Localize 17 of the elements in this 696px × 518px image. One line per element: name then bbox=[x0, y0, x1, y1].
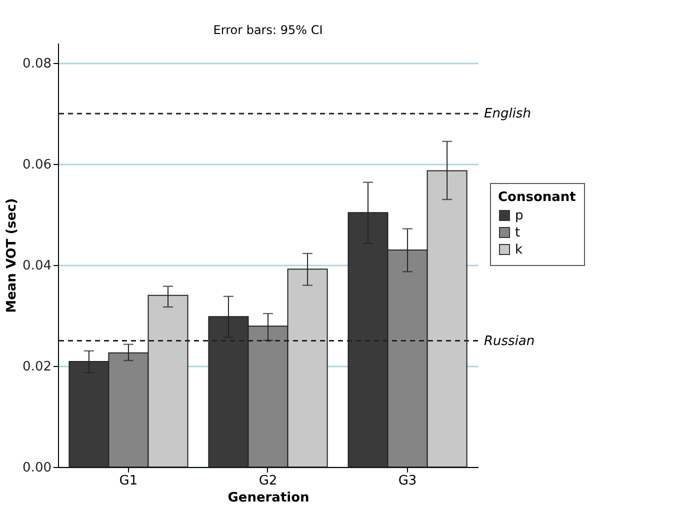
legend-label: t bbox=[515, 226, 520, 240]
x-tick-label: G2 bbox=[258, 474, 278, 488]
y-axis-title: Mean VOT (sec) bbox=[4, 198, 20, 313]
text: Error bars: 95% CI bbox=[213, 23, 323, 37]
y-tick-label: 0.04 bbox=[22, 258, 52, 274]
legend-label: p bbox=[515, 208, 524, 224]
legend-label: k bbox=[515, 242, 523, 258]
y-tick-label: 0.08 bbox=[22, 56, 52, 72]
ref-line-label: English bbox=[484, 106, 531, 122]
x-tick-label: G3 bbox=[398, 474, 417, 488]
x-axis-title: Generation bbox=[228, 490, 310, 506]
ref-line-label: Russian bbox=[484, 334, 535, 349]
x-tick-label: G1 bbox=[119, 474, 138, 488]
y-tick-label: 0.02 bbox=[22, 360, 52, 375]
y-tick-label: 0.06 bbox=[22, 158, 52, 173]
legend-title: Consonant bbox=[498, 190, 576, 205]
y-tick-label: 0.00 bbox=[22, 460, 52, 476]
